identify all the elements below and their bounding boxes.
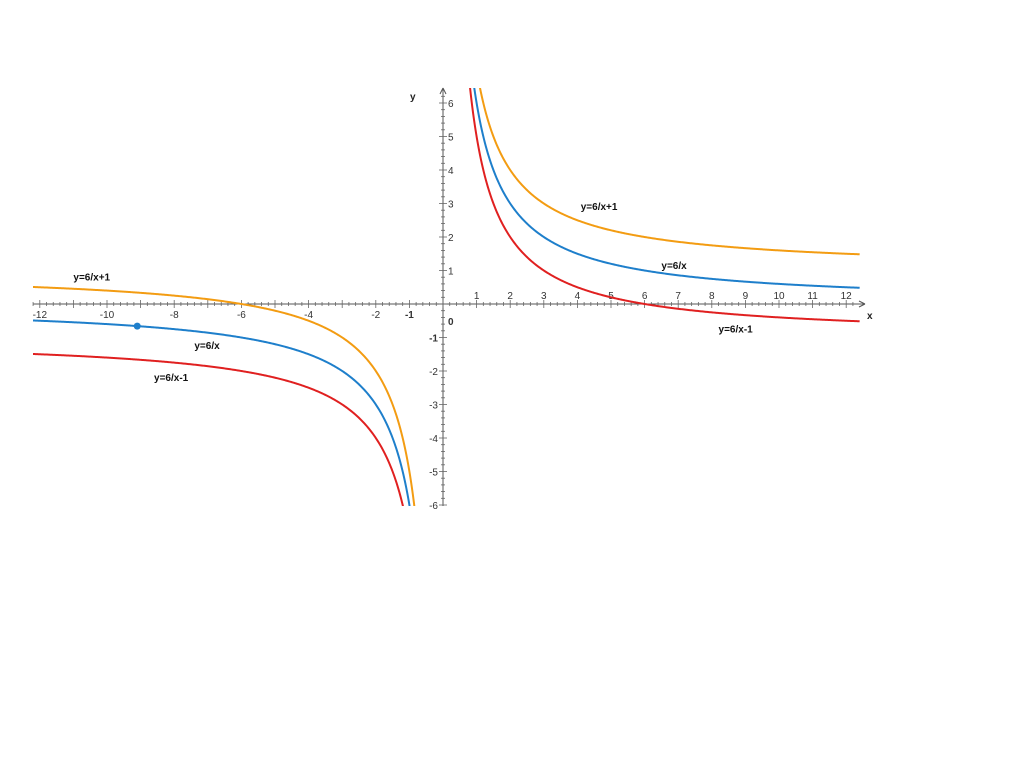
x-tick-label: -12 (33, 310, 48, 321)
x-tick-label: 10 (773, 291, 785, 302)
y-tick-label: -2 (429, 367, 438, 378)
x-tick-label: -1 (405, 310, 414, 321)
y-tick-label: 4 (448, 166, 454, 177)
curve-label: y=6/x+1 (73, 273, 110, 284)
origin-label: 0 (448, 317, 454, 328)
y-axis-label: y (410, 92, 416, 103)
x-tick-label: -2 (371, 310, 380, 321)
series-line-positive-branch (478, 88, 860, 256)
x-tick-label: 3 (541, 291, 547, 302)
y-tick-label: 6 (448, 99, 454, 110)
x-tick-label: 12 (841, 291, 853, 302)
series-line-negative-branch (33, 352, 404, 506)
y-tick-label: -4 (429, 434, 438, 445)
x-tick-label: -4 (304, 310, 313, 321)
x-tick-label: 11 (807, 291, 818, 302)
y-tick-label: -3 (429, 401, 438, 412)
series-line-positive-branch (473, 88, 860, 289)
curve-label: y=6/x-1 (154, 373, 189, 384)
y-tick-label: -6 (429, 501, 438, 512)
x-tick-label: 6 (642, 291, 648, 302)
curve-labels: y=6/x+1 y=6/x+1 y=6/x y=6/x y=6/x-1 y=6/x-1 (73, 202, 753, 384)
y-tick-label: 5 (448, 133, 454, 144)
curve-label: y=6/x (661, 261, 687, 272)
axes: -12 -10 -8 -6 -4 -2 -11 2 3 4 5 6 7 8 9 10 11 12-6-5-4-3-… (33, 87, 866, 512)
x-tick-label: 1 (474, 291, 480, 302)
x-tick-label: 8 (709, 291, 715, 302)
y-tick-label: -1 (429, 334, 438, 345)
x-tick-label: 4 (575, 291, 581, 302)
x-tick-label: -6 (237, 310, 246, 321)
y-axis-arrow (439, 87, 447, 95)
y-tick-label: 2 (448, 233, 454, 244)
series-line-negative-branch (33, 319, 411, 506)
x-tick-label: 7 (675, 291, 681, 302)
curve-label: y=6/x (194, 341, 220, 352)
x-tick-label: 9 (743, 291, 749, 302)
x-tick-label: -10 (100, 310, 115, 321)
y-tick-label: -5 (429, 468, 438, 479)
series-point (133, 322, 141, 330)
curve-label: y=6/x-1 (719, 324, 754, 335)
curves (33, 88, 860, 506)
series-line-positive-branch (469, 88, 860, 323)
x-tick-label: 2 (507, 291, 513, 302)
y-tick-label: 1 (448, 267, 454, 278)
curve-label: y=6/x+1 (581, 202, 618, 213)
x-axis-label: x (867, 311, 873, 322)
x-axis-arrow (858, 300, 866, 308)
x-tick-label: -8 (170, 310, 179, 321)
y-tick-label: 3 (448, 200, 454, 211)
series-line-negative-branch (33, 285, 416, 506)
